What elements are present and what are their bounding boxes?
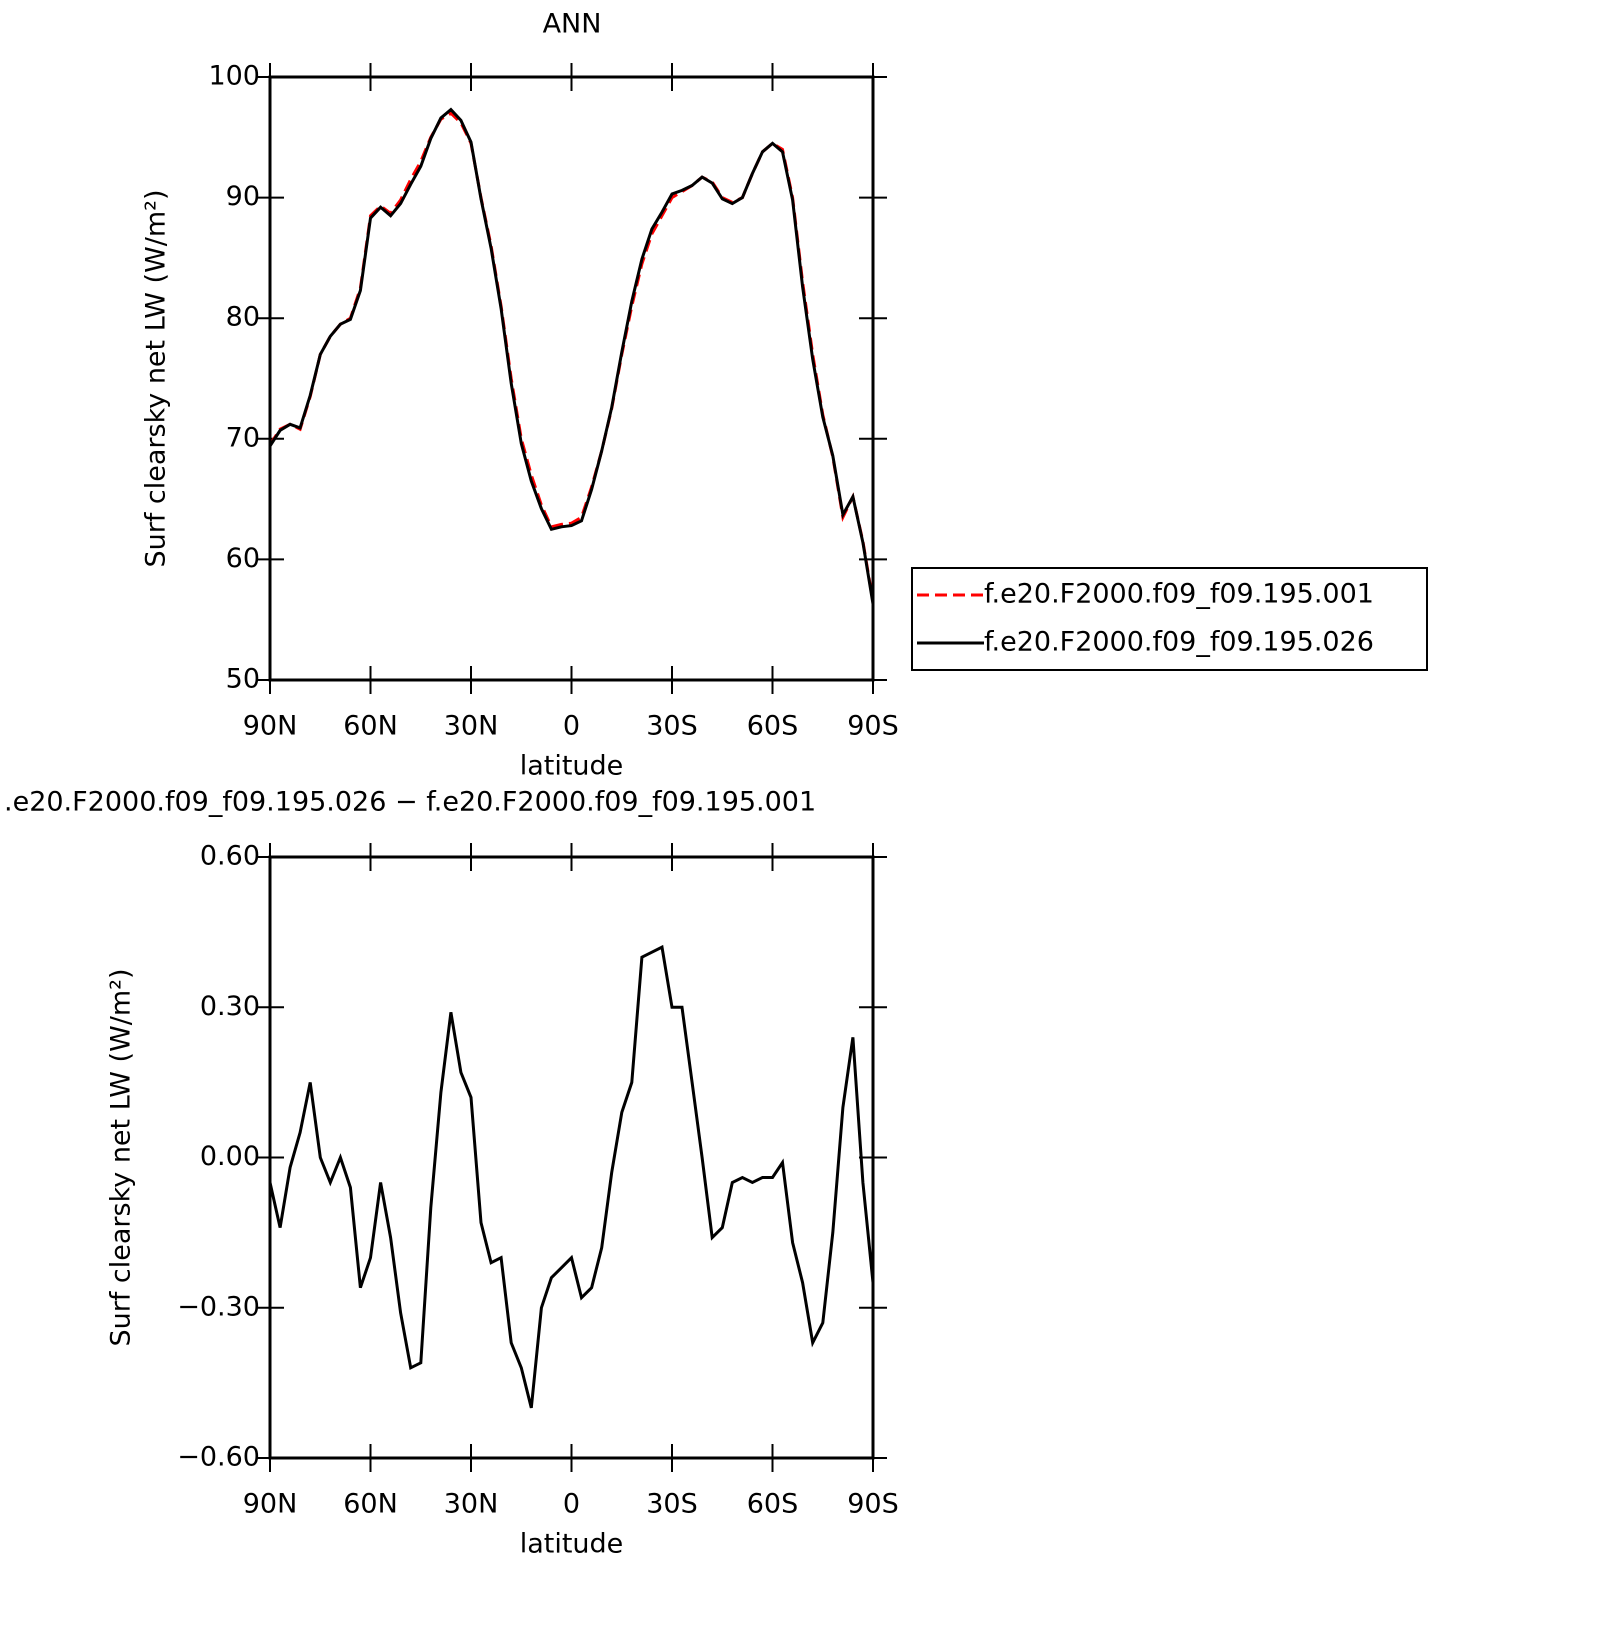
y-axis-label: Surf clearsky net LW (W/m²) [106, 968, 137, 1346]
chart-title: ANN [543, 9, 602, 40]
y-tick-label: −0.60 [177, 1442, 260, 1473]
x-axis-label: latitude [520, 1529, 624, 1560]
plot-frame [268, 855, 875, 1460]
x-tick-label: 60N [343, 1489, 398, 1520]
legend-label: f.e20.F2000.f09_f09.195.001 [984, 579, 1374, 610]
x-tick-label: 30S [646, 1489, 698, 1520]
legend-label: f.e20.F2000.f09_f09.195.026 [984, 627, 1374, 658]
y-tick-label: 0.30 [200, 991, 260, 1022]
x-tick-label: 90S [847, 711, 899, 742]
x-tick-label: 60N [343, 711, 398, 742]
x-tick-label: 30S [646, 711, 698, 742]
x-tick-label: 60S [747, 711, 799, 742]
x-axis-label: latitude [520, 751, 624, 782]
y-tick-label: −0.30 [177, 1291, 260, 1322]
y-tick-label: 0.00 [200, 1141, 260, 1172]
data-line [268, 944, 875, 1409]
data-line [268, 111, 875, 602]
y-tick-label: 0.60 [200, 841, 260, 872]
x-tick-label: 90S [847, 1489, 899, 1520]
y-tick-label: 60 [226, 543, 260, 574]
x-tick-label: 0 [563, 1489, 580, 1520]
x-tick-label: 30N [444, 711, 499, 742]
y-tick-label: 70 [226, 422, 260, 453]
y-tick-label: 80 [226, 302, 260, 333]
legend-box [911, 567, 1428, 671]
x-tick-label: 60S [747, 1489, 799, 1520]
y-tick-label: 90 [226, 181, 260, 212]
chart-title: .e20.F2000.f09_f09.195.026 − f.e20.F2000… [4, 787, 816, 818]
y-tick-label: 100 [208, 61, 260, 92]
y-tick-label: 50 [226, 664, 260, 695]
x-tick-label: 0 [563, 711, 580, 742]
x-tick-label: 90N [243, 711, 298, 742]
x-tick-label: 90N [243, 1489, 298, 1520]
data-line [268, 107, 875, 605]
plot-frame [268, 75, 875, 682]
y-axis-label: Surf clearsky net LW (W/m²) [141, 189, 172, 567]
x-tick-label: 30N [444, 1489, 499, 1520]
